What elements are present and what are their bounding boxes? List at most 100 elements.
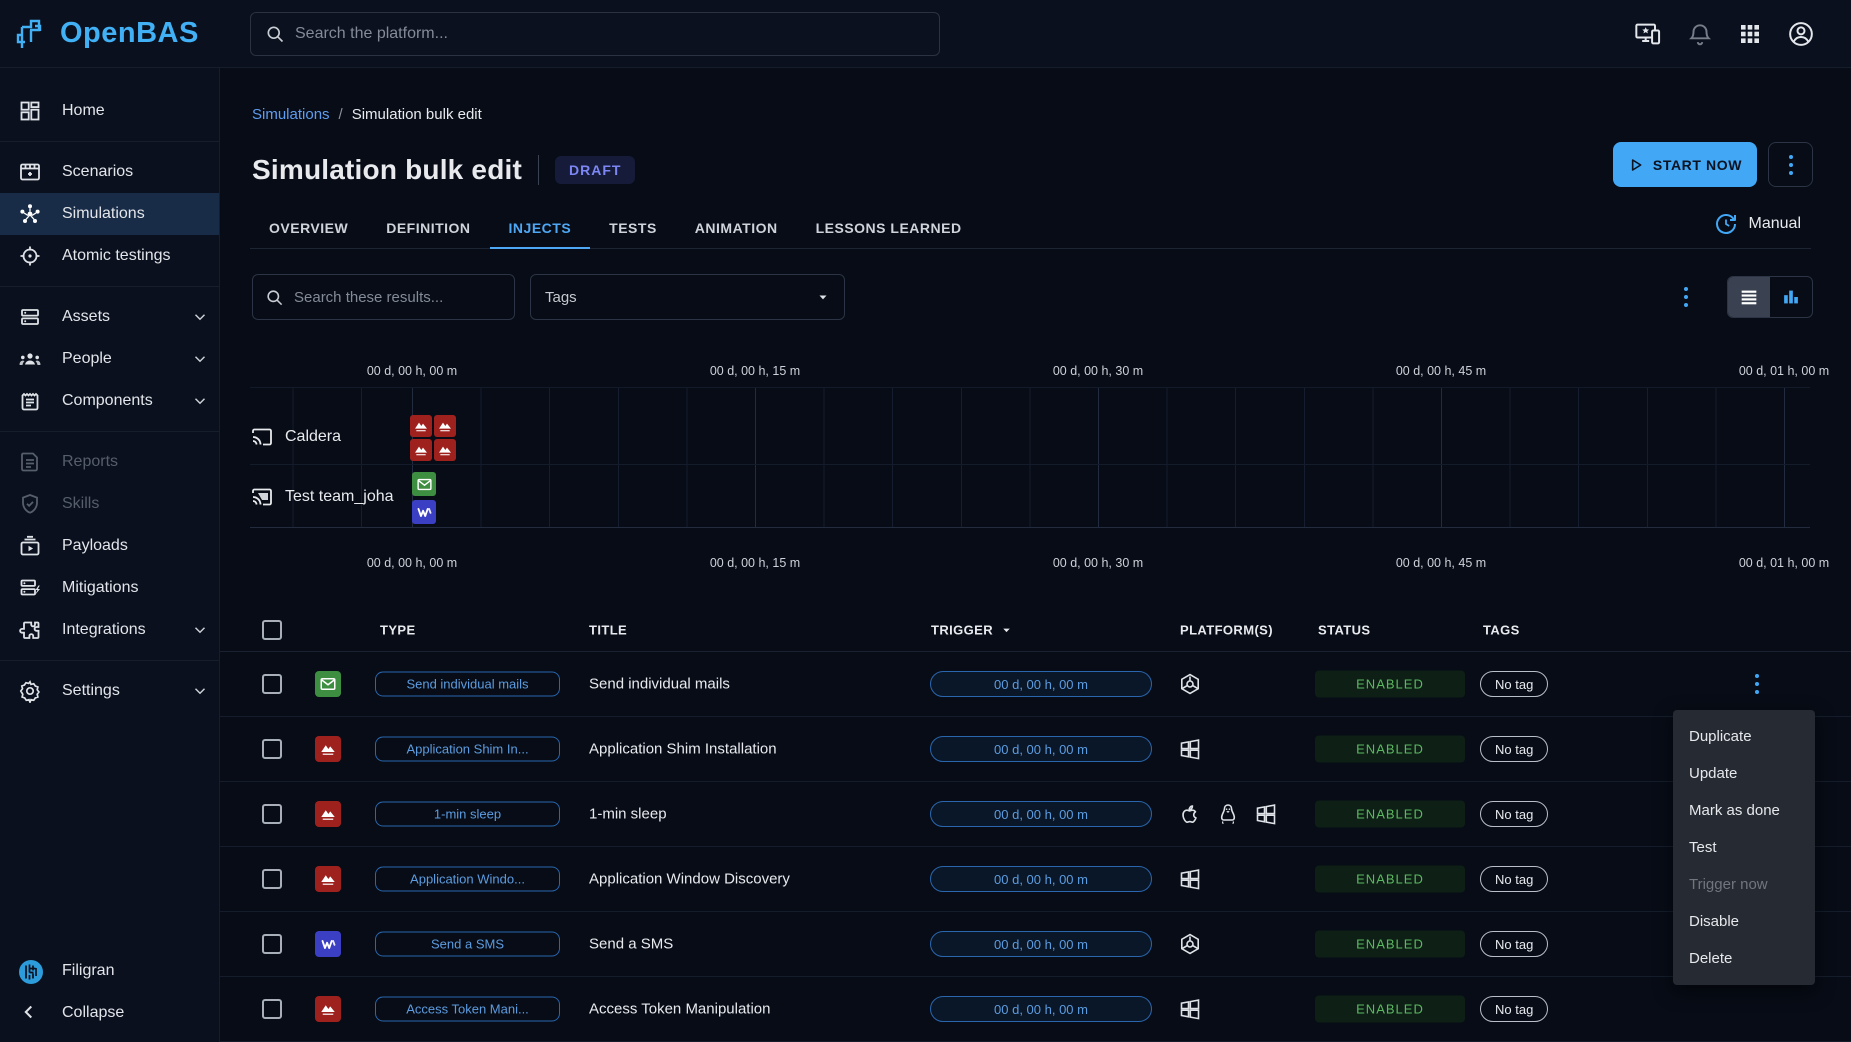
select-all-checkbox[interactable] xyxy=(262,620,282,640)
menu-item-mark-as-done[interactable]: Mark as done xyxy=(1673,792,1815,829)
row-checkbox[interactable] xyxy=(262,934,282,954)
chevron-down-icon[interactable] xyxy=(191,682,209,700)
tag-chip[interactable]: No tag xyxy=(1480,671,1548,697)
col-header-title[interactable]: TITLE xyxy=(589,622,627,637)
col-header-status[interactable]: STATUS xyxy=(1318,622,1370,637)
caldera-inject-icon[interactable] xyxy=(434,439,456,461)
update-mode[interactable]: Manual xyxy=(1714,212,1801,236)
subscriptions-icon xyxy=(18,534,42,558)
timeline-row-label: Test team_joha xyxy=(285,488,394,506)
start-now-button[interactable]: START NOW xyxy=(1613,142,1757,187)
refresh-icon xyxy=(1714,212,1738,236)
chevron-down-icon[interactable] xyxy=(191,308,209,326)
simulation-kebab-button[interactable] xyxy=(1768,142,1813,187)
tab-tests[interactable]: TESTS xyxy=(590,208,676,248)
menu-item-duplicate[interactable]: Duplicate xyxy=(1673,718,1815,755)
inject-type-chip[interactable]: 1-min sleep xyxy=(375,802,560,827)
inject-type-chip[interactable]: Access Token Mani... xyxy=(375,997,560,1022)
col-header-tags[interactable]: TAGS xyxy=(1483,622,1520,637)
trigger-chip[interactable]: 00 d, 00 h, 00 m xyxy=(930,996,1152,1022)
inject-type-chip[interactable]: Application Windo... xyxy=(375,867,560,892)
filigran-link[interactable]: Filigran xyxy=(0,950,219,992)
tag-chip[interactable]: No tag xyxy=(1480,736,1548,762)
list-view-button[interactable] xyxy=(1728,277,1770,317)
trigger-chip[interactable]: 00 d, 00 h, 00 m xyxy=(930,866,1152,892)
col-header-type[interactable]: TYPE xyxy=(380,622,416,637)
sidebar-item-payloads[interactable]: Payloads xyxy=(0,525,219,567)
trigger-chip[interactable]: 00 d, 00 h, 00 m xyxy=(930,736,1152,762)
row-kebab-button[interactable] xyxy=(1743,669,1771,699)
caldera-inject-icon[interactable] xyxy=(410,415,432,437)
menu-item-delete[interactable]: Delete xyxy=(1673,940,1815,977)
account-icon[interactable] xyxy=(1787,20,1815,48)
sidebar-item-people[interactable]: People xyxy=(0,338,219,380)
table-row[interactable]: Send individual mails Send individual ma… xyxy=(220,652,1851,717)
table-row[interactable]: Access Token Mani... Access Token Manipu… xyxy=(220,977,1851,1042)
tab-animation[interactable]: ANIMATION xyxy=(676,208,797,248)
caldera-type-icon xyxy=(315,736,341,762)
openbas-logo[interactable]: OpenBAS xyxy=(14,15,220,53)
caldera-inject-cluster[interactable] xyxy=(410,415,456,461)
sidebar-item-integrations[interactable]: Integrations xyxy=(0,609,219,651)
row-checkbox[interactable] xyxy=(262,674,282,694)
menu-item-update[interactable]: Update xyxy=(1673,755,1815,792)
table-row[interactable]: 1-min sleep 1-min sleep 00 d, 00 h, 00 m… xyxy=(220,782,1851,847)
tab-lessons-learned[interactable]: LESSONS LEARNED xyxy=(797,208,981,248)
breadcrumb-simulations-link[interactable]: Simulations xyxy=(252,106,330,123)
tag-chip[interactable]: No tag xyxy=(1480,996,1548,1022)
platform-search-input[interactable]: Search the platform... xyxy=(250,12,940,56)
chevron-down-icon[interactable] xyxy=(191,392,209,410)
table-row[interactable]: Application Windo... Application Window … xyxy=(220,847,1851,912)
tag-chip[interactable]: No tag xyxy=(1480,931,1548,957)
trigger-chip[interactable]: 00 d, 00 h, 00 m xyxy=(930,801,1152,827)
trigger-chip[interactable]: 00 d, 00 h, 00 m xyxy=(930,931,1152,957)
tab-injects[interactable]: INJECTS xyxy=(490,208,591,248)
row-checkbox[interactable] xyxy=(262,804,282,824)
inject-type-chip[interactable]: Send individual mails xyxy=(375,672,560,697)
inject-type-chip[interactable]: Application Shim In... xyxy=(375,737,560,762)
menu-item-disable[interactable]: Disable xyxy=(1673,903,1815,940)
caldera-inject-icon[interactable] xyxy=(410,439,432,461)
collapse-sidebar-button[interactable]: Collapse xyxy=(0,992,219,1034)
col-header-platforms[interactable]: PLATFORM(S) xyxy=(1180,622,1273,637)
table-row[interactable]: Send a SMS Send a SMS 00 d, 00 h, 00 m E… xyxy=(220,912,1851,977)
sidebar-item-home[interactable]: Home xyxy=(0,90,219,132)
tab-definition[interactable]: DEFINITION xyxy=(367,208,489,248)
chart-view-button[interactable] xyxy=(1770,277,1812,317)
notifications-bell-icon[interactable] xyxy=(1687,21,1713,47)
tag-chip[interactable]: No tag xyxy=(1480,801,1548,827)
chevron-down-icon[interactable] xyxy=(191,621,209,639)
sidebar-item-skills: Skills xyxy=(0,483,219,525)
apps-grid-icon[interactable] xyxy=(1738,22,1762,46)
row-checkbox[interactable] xyxy=(262,739,282,759)
tags-filter-select[interactable]: Tags xyxy=(530,274,845,320)
email-inject-icon[interactable] xyxy=(412,472,436,496)
kebab-vertical-icon xyxy=(1789,155,1793,175)
col-header-trigger[interactable]: TRIGGER xyxy=(931,622,1013,637)
trigger-chip[interactable]: 00 d, 00 h, 00 m xyxy=(930,671,1152,697)
sidebar-item-simulations[interactable]: Simulations xyxy=(0,193,219,235)
caldera-inject-icon[interactable] xyxy=(434,415,456,437)
inject-type-chip[interactable]: Send a SMS xyxy=(375,932,560,957)
sidebar-item-assets[interactable]: Assets xyxy=(0,296,219,338)
row-checkbox[interactable] xyxy=(262,869,282,889)
results-search-input[interactable]: Search these results... xyxy=(252,274,515,320)
start-now-label: START NOW xyxy=(1653,157,1742,173)
row-checkbox[interactable] xyxy=(262,999,282,1019)
sms-inject-icon[interactable] xyxy=(412,500,436,524)
sidebar-item-settings[interactable]: Settings xyxy=(0,670,219,712)
movie-icon xyxy=(18,160,42,184)
sidebar-item-atomic-testings[interactable]: Atomic testings xyxy=(0,235,219,277)
sidebar-item-scenarios[interactable]: Scenarios xyxy=(0,151,219,193)
sidebar-item-mitigations[interactable]: Mitigations xyxy=(0,567,219,609)
menu-item-test[interactable]: Test xyxy=(1673,829,1815,866)
platforms-cell xyxy=(1178,672,1202,696)
tag-chip[interactable]: No tag xyxy=(1480,866,1548,892)
devices-star-icon[interactable] xyxy=(1634,20,1662,48)
table-row[interactable]: Application Shim In... Application Shim … xyxy=(220,717,1851,782)
tab-overview[interactable]: OVERVIEW xyxy=(250,208,367,248)
chevron-down-icon[interactable] xyxy=(191,350,209,368)
sidebar-item-components[interactable]: Components xyxy=(0,380,219,422)
sidebar-label: Atomic testings xyxy=(62,247,170,265)
filter-kebab-button[interactable] xyxy=(1672,282,1700,312)
